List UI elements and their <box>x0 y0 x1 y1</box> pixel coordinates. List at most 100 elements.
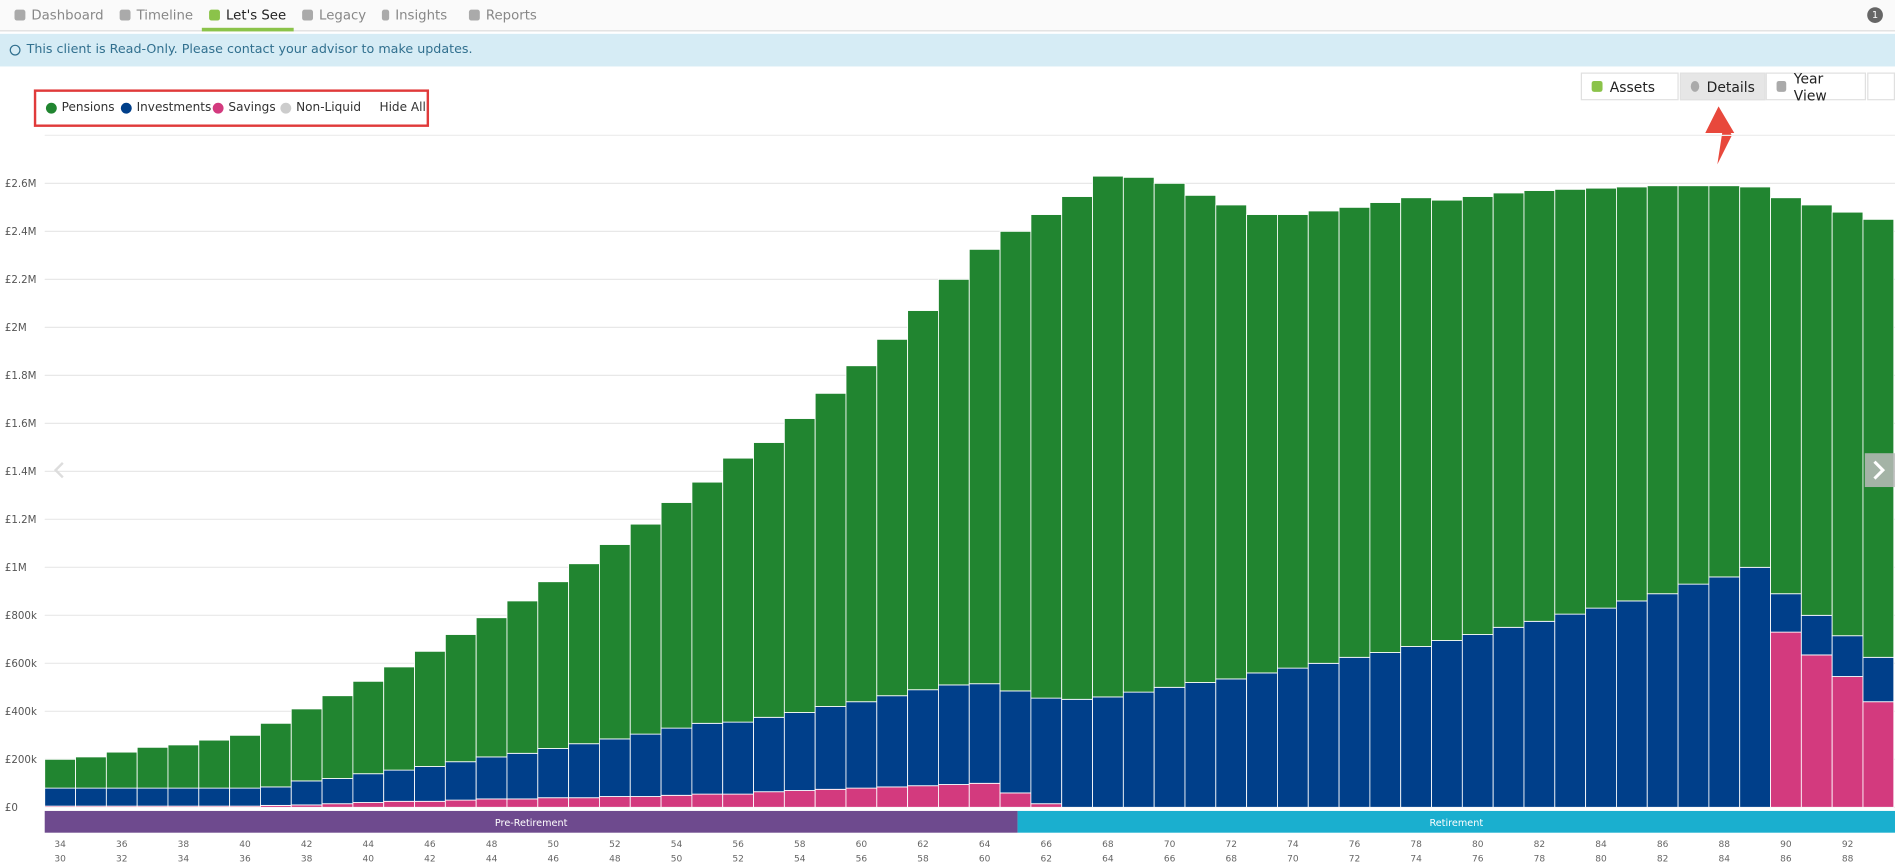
y-tick-label: £1.6M <box>5 418 37 430</box>
x-tick-label: 44 <box>363 840 375 850</box>
x-tick-label-secondary: 76 <box>1472 855 1484 865</box>
bar-segment <box>167 744 200 789</box>
details-button[interactable]: Details <box>1679 72 1766 101</box>
bar-segment <box>1277 667 1309 808</box>
bar-segment <box>1523 620 1556 808</box>
bar-segment <box>136 787 169 807</box>
assets-dropdown[interactable]: Assets <box>1580 72 1679 101</box>
bar-segment <box>105 787 138 807</box>
legend-label: Savings <box>228 101 276 115</box>
x-tick-label: 58 <box>794 840 806 850</box>
legend-item[interactable]: Investments <box>120 102 211 115</box>
bar-segment <box>444 634 477 763</box>
x-tick-label: 38 <box>178 840 190 850</box>
bar-segment <box>1092 175 1124 698</box>
bar-segment <box>1184 682 1217 808</box>
x-tick-label-secondary: 70 <box>1287 855 1299 865</box>
bar-segment <box>938 684 970 785</box>
bar-segment <box>105 751 138 789</box>
y-tick-label: £2.4M <box>5 226 37 238</box>
button-label: Assets <box>1609 77 1656 95</box>
phase-band <box>44 810 1018 833</box>
x-tick-label-secondary: 72 <box>1349 855 1361 865</box>
bar-segment <box>414 766 446 802</box>
bar-segment <box>1061 698 1093 808</box>
bar-segment <box>1092 696 1124 808</box>
bar-segment <box>1122 691 1155 808</box>
tab[interactable]: Insights <box>381 7 447 23</box>
legend-swatch <box>45 102 57 114</box>
bar-segment <box>537 797 570 808</box>
phase-label: Pre-Retirement <box>495 818 568 829</box>
bar-segment <box>814 788 847 808</box>
bar-segment <box>1862 701 1895 808</box>
more-menu[interactable] <box>1867 72 1895 101</box>
legend-swatch <box>280 102 292 114</box>
x-tick-label-secondary: 60 <box>979 855 991 865</box>
bar-segment <box>44 758 76 789</box>
bar-segment <box>1523 190 1556 622</box>
legend-item[interactable]: Savings <box>212 101 276 115</box>
bar-segment <box>876 695 909 788</box>
bar-segment <box>537 748 570 799</box>
bar-segment <box>1646 185 1679 595</box>
x-tick-label: 40 <box>239 840 251 850</box>
x-tick-label: 78 <box>1410 840 1422 850</box>
bar-segment <box>1708 185 1741 578</box>
x-tick-label-secondary: 62 <box>1041 855 1053 865</box>
tab[interactable]: Timeline <box>119 7 194 23</box>
bar-segment <box>321 778 354 805</box>
tab[interactable]: Dashboard <box>14 7 104 23</box>
bar-segment <box>1554 613 1587 808</box>
bar-segment <box>691 793 724 808</box>
legend-item[interactable]: Non-Liquid <box>280 102 361 115</box>
legend-item[interactable]: Pensions <box>45 102 115 115</box>
bar-segment <box>1770 631 1802 808</box>
x-tick-label-secondary: 68 <box>1225 855 1237 865</box>
bar-segment <box>1184 194 1217 683</box>
year-view-button[interactable]: Year View <box>1765 69 1867 103</box>
bar-segment <box>691 722 724 795</box>
bar-segment <box>1338 206 1371 658</box>
legend-swatch <box>120 102 132 114</box>
next-button[interactable] <box>1864 453 1895 488</box>
bar-segment <box>938 784 970 808</box>
bar-segment <box>783 790 816 808</box>
bar-segment <box>999 792 1032 808</box>
bar-segment <box>599 544 631 740</box>
bar-segment <box>105 805 138 808</box>
tab[interactable]: Let's See <box>201 7 294 32</box>
x-tick-label: 70 <box>1164 840 1176 850</box>
x-tick-label: 82 <box>1534 840 1546 850</box>
notification-badge[interactable]: 1 <box>1867 7 1883 23</box>
bar-segment <box>260 786 292 806</box>
bar-segment <box>352 773 385 803</box>
y-tick-label: £2.2M <box>5 274 37 286</box>
prev-arrow <box>53 462 64 479</box>
tab[interactable]: Legacy <box>302 7 366 23</box>
hide-all[interactable]: Hide All <box>379 101 426 115</box>
bar-segment <box>1277 214 1309 669</box>
bar-segment <box>136 746 169 789</box>
x-tick-label-secondary: 42 <box>424 855 436 865</box>
tab-label: Timeline <box>136 7 194 23</box>
bar-segment <box>845 365 878 703</box>
bar-segment <box>198 787 231 807</box>
y-tick-label: £400k <box>5 706 37 718</box>
bar-segment <box>1246 214 1278 674</box>
bar-segment <box>198 739 231 789</box>
bar-segment <box>599 796 631 808</box>
bar-segment <box>1831 676 1864 808</box>
bar-segment <box>629 733 662 797</box>
x-tick-label: 66 <box>1041 840 1053 850</box>
x-tick-label: 42 <box>301 840 313 850</box>
button-label: Details <box>1706 77 1755 95</box>
x-tick-label-secondary: 50 <box>671 855 683 865</box>
bar-segment <box>414 800 446 808</box>
tab[interactable]: Reports <box>468 7 537 23</box>
x-tick-label: 60 <box>856 840 868 850</box>
bar-segment <box>999 690 1032 794</box>
bar-segment <box>968 683 1001 784</box>
y-tick-label: £600k <box>5 658 37 670</box>
